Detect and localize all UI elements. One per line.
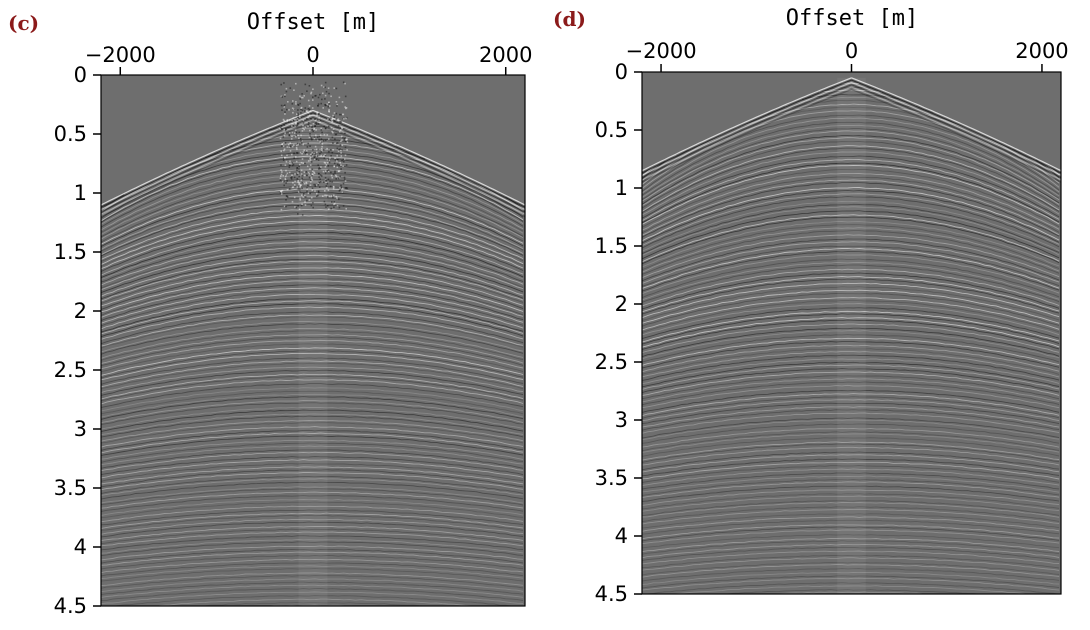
y-tick-label: 0 bbox=[74, 63, 87, 87]
y-tick-label: 0 bbox=[615, 60, 628, 84]
y-tick-label: 2.5 bbox=[595, 350, 628, 374]
y-tick-label: 4 bbox=[615, 524, 628, 548]
x-axis-title: Offset [m] bbox=[247, 10, 379, 35]
y-tick-label: 2.5 bbox=[54, 358, 87, 382]
x-tick-label: 0 bbox=[306, 43, 319, 67]
x-tick-label: 2000 bbox=[1015, 39, 1068, 63]
seismic-texture bbox=[101, 81, 525, 606]
seismic-texture bbox=[642, 77, 1061, 594]
x-tick-label: 0 bbox=[845, 39, 858, 63]
x-tick-label: 2000 bbox=[479, 43, 532, 67]
y-tick-label: 3.5 bbox=[595, 466, 628, 490]
panel-c: (c) Offset [m]−2000 0 200000.511.522.533.54… bbox=[8, 10, 532, 618]
x-tick-label: −2000 bbox=[85, 43, 156, 67]
y-tick-label: 1.5 bbox=[54, 240, 87, 264]
y-tick-label: 3.5 bbox=[54, 476, 87, 500]
y-tick-label: 1.5 bbox=[595, 234, 628, 258]
y-tick-label: 3 bbox=[74, 417, 87, 441]
x-axis-title: Offset [m] bbox=[786, 6, 918, 31]
panel-label: (d) bbox=[553, 7, 586, 31]
panel-label: (c) bbox=[8, 11, 39, 35]
y-tick-label: 0.5 bbox=[595, 118, 628, 142]
y-tick-label: 1 bbox=[74, 181, 87, 205]
y-tick-label: 3 bbox=[615, 408, 628, 432]
y-tick-label: 0.5 bbox=[54, 122, 87, 146]
y-tick-label: 4 bbox=[74, 535, 87, 559]
panel-d: (d) Offset [m]−2000 0 200000.511.522.533.54… bbox=[553, 6, 1069, 606]
y-tick-label: 2 bbox=[615, 292, 628, 316]
y-tick-label: 2 bbox=[74, 299, 87, 323]
y-tick-label: 4.5 bbox=[54, 594, 87, 618]
y-tick-label: 4.5 bbox=[595, 582, 628, 606]
y-tick-label: 1 bbox=[615, 176, 628, 200]
plot-area bbox=[101, 75, 525, 606]
x-tick-label: −2000 bbox=[626, 39, 697, 63]
